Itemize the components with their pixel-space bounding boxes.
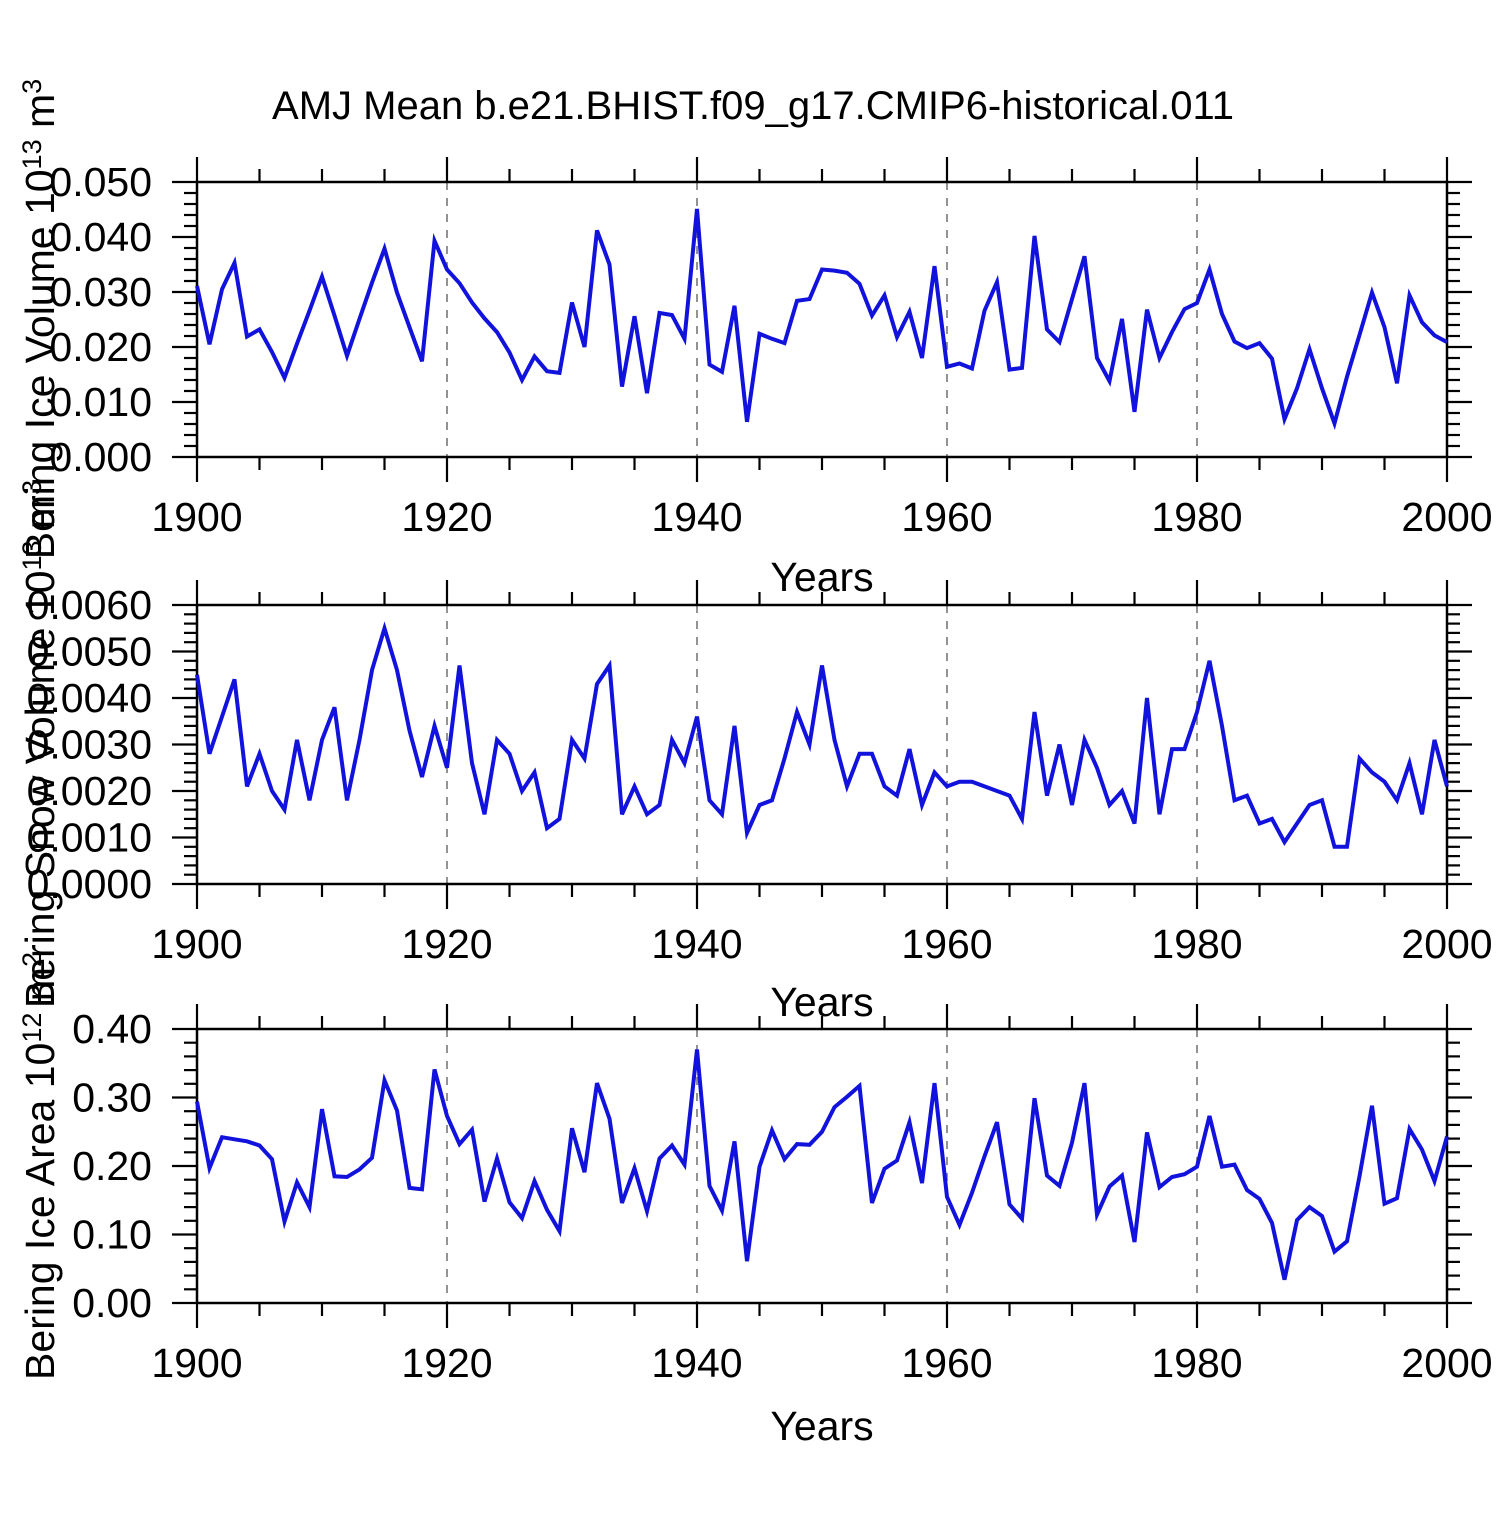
x-tick-label: 1900 (151, 494, 242, 540)
x-tick-label: 2000 (1401, 494, 1492, 540)
x-tick-label: 1940 (651, 921, 742, 967)
y-tick-label: 0.020 (49, 324, 152, 370)
x-axis-title-panel2: Years (770, 979, 874, 1025)
y-tick-label: 0.050 (49, 159, 152, 205)
x-tick-label: 2000 (1401, 921, 1492, 967)
y-axis-unit-text: m (17, 494, 63, 541)
y-tick-label: 0.0050 (27, 629, 152, 675)
data-line (195, 1049, 1449, 1281)
x-axis-title-panel3: Years (770, 1403, 874, 1449)
y-tick-label: 0.30 (72, 1075, 152, 1121)
x-tick-label: 1920 (401, 494, 492, 540)
y-axis-unit-text: m (17, 967, 63, 1013)
y-tick-label: 0.10 (72, 1212, 152, 1258)
y-tick-label: 0.040 (49, 214, 152, 260)
y-tick-label: 0.000 (49, 434, 152, 480)
y-tick-label: 0.010 (49, 379, 152, 425)
y-tick-label: 0.0000 (27, 861, 152, 907)
x-tick-label: 2000 (1401, 1340, 1492, 1386)
x-tick-label: 1900 (151, 1340, 242, 1386)
exponent-text: 13 (17, 139, 47, 170)
exponent-text: 3 (17, 479, 47, 495)
y-tick-label: 0.0030 (27, 722, 152, 768)
x-tick-label: 1940 (651, 494, 742, 540)
exponent-text: 12 (17, 1012, 47, 1043)
y-tick-label: 0.0020 (27, 768, 152, 814)
x-tick-label: 1960 (901, 1340, 992, 1386)
plot-frame (195, 180, 1449, 459)
y-axis-unit-text: m (17, 93, 63, 140)
y-axis-title-text: Bering Ice Area 10 (17, 1042, 63, 1380)
exponent-text: 3 (17, 78, 47, 94)
x-axis-title-panel1: Years (770, 554, 874, 600)
y-axis-title-ice-area: Bering Ice Area 1012 m2 (16, 816, 64, 1516)
x-tick-label: 1960 (901, 921, 992, 967)
x-tick-label: 1920 (401, 1340, 492, 1386)
plot-frame (195, 603, 1449, 886)
y-tick-label: 0.0040 (27, 675, 152, 721)
x-tick-label: 1920 (401, 921, 492, 967)
x-tick-label: 1980 (1151, 494, 1242, 540)
y-tick-label: 0.0010 (27, 815, 152, 861)
x-tick-label: 1900 (151, 921, 242, 967)
y-tick-label: 0.0060 (27, 582, 152, 628)
exponent-text: 2 (17, 952, 47, 968)
y-tick-label: 0.20 (72, 1143, 152, 1189)
y-tick-label: 0.030 (49, 269, 152, 315)
x-tick-label: 1980 (1151, 921, 1242, 967)
x-tick-label: 1980 (1151, 1340, 1242, 1386)
data-line (195, 208, 1448, 431)
page-title: AMJ Mean b.e21.BHIST.f09_g17.CMIP6-histo… (272, 84, 1234, 128)
y-tick-label: 0.00 (72, 1280, 152, 1326)
exponent-text: 13 (17, 540, 47, 571)
data-line (195, 621, 1449, 849)
y-tick-label: 0.40 (72, 1006, 152, 1052)
plot-frame (195, 1027, 1449, 1305)
x-tick-label: 1960 (901, 494, 992, 540)
x-tick-label: 1940 (651, 1340, 742, 1386)
